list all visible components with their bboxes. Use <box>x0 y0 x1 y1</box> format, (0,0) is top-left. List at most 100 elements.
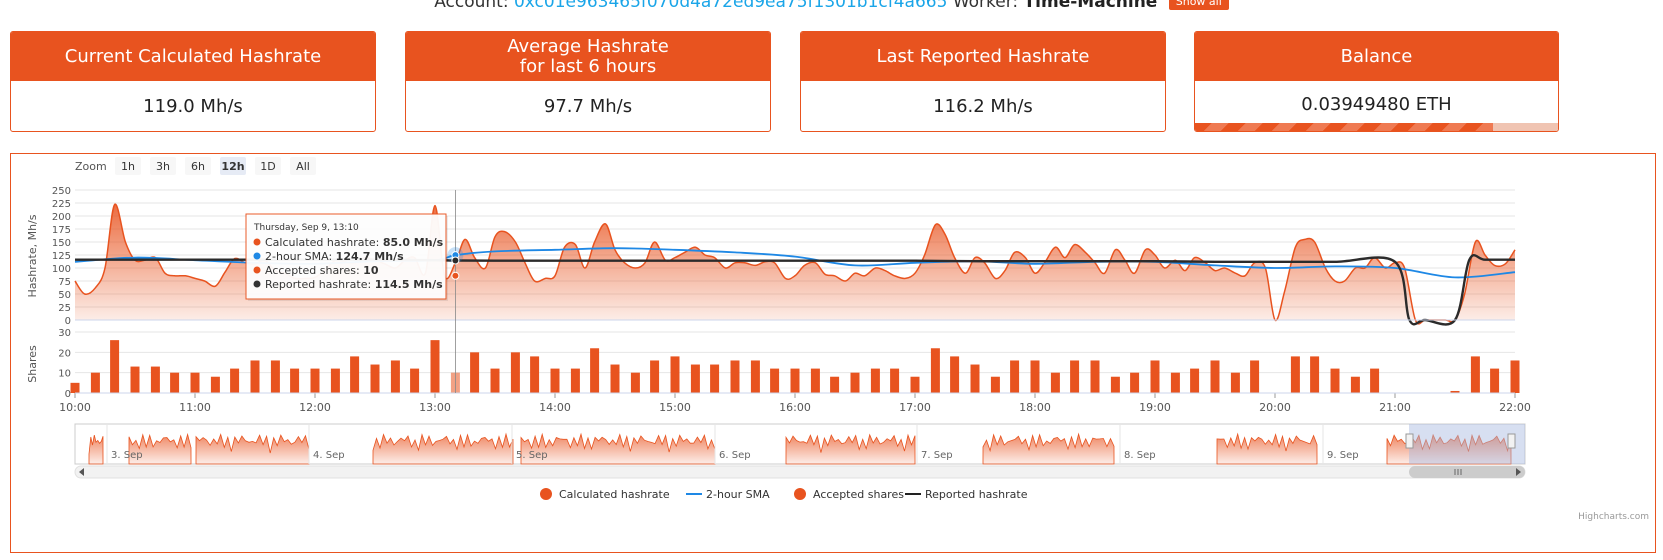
x-tick-label: 17:00 <box>899 401 931 414</box>
share-bar <box>230 368 240 393</box>
zoom-button-1h[interactable]: 1h <box>115 157 141 175</box>
tooltip-swatch <box>253 280 261 288</box>
zoom-button-label: 12h <box>221 160 244 173</box>
navigator-scrollbar-thumb[interactable] <box>1409 466 1525 478</box>
y-tick-label: 150 <box>52 238 71 249</box>
zoom-button-bg <box>150 157 176 175</box>
y-tick-label: 200 <box>52 212 71 223</box>
navigator-selection <box>1409 424 1525 464</box>
card-value: 119.0 Mh/s <box>143 95 243 117</box>
share-bar <box>550 368 560 393</box>
reported-hashrate-card: Last Reported Hashrate 116.2 Mh/s <box>800 31 1166 132</box>
y-tick-label: 30 <box>58 328 71 339</box>
share-bar <box>350 356 360 393</box>
y-tick-label: 0 <box>65 389 71 400</box>
share-bar <box>610 364 620 393</box>
share-bar <box>810 368 820 393</box>
card-title: Balance <box>1195 32 1558 81</box>
zoom-button-label: All <box>296 160 310 173</box>
scroll-right-arrow-icon[interactable] <box>1516 468 1521 476</box>
zoom-button-1D[interactable]: 1D <box>255 157 281 175</box>
card-value: 116.2 Mh/s <box>933 95 1033 117</box>
share-bar <box>1050 372 1060 393</box>
share-bar <box>910 376 920 393</box>
navigator-series-segment <box>520 432 716 465</box>
navigator-day-label: 5. Sep <box>516 450 548 461</box>
x-axis-ticks: 10:00 11:00 12:00 13:00 14:00 15:00 16:00 17:00… <box>59 319 1531 414</box>
zoom-button-bg <box>290 157 316 175</box>
navigator[interactable]: 3. Sep 4. Sep 5. Sep 6. Sep 7. Sep 8. Sep 9. S… <box>74 423 1526 479</box>
tooltip-swatch <box>253 238 261 246</box>
card-value: 0.03949480 ETH <box>1301 93 1452 115</box>
tooltip-row-label: Calculated hashrate: <box>265 236 383 249</box>
share-bar <box>1230 372 1240 393</box>
share-bar <box>1110 376 1120 393</box>
tooltip-row-label: Accepted shares: <box>265 264 363 277</box>
card-title: Last Reported Hashrate <box>801 32 1165 81</box>
scroll-left-arrow-icon[interactable] <box>79 468 84 476</box>
share-bar <box>1470 356 1480 393</box>
average-hashrate-card: Average Hashrate for last 6 hours 97.7 M… <box>405 31 771 132</box>
legend-item[interactable]: Accepted shares <box>794 488 904 501</box>
share-bar <box>770 368 780 393</box>
share-bar <box>70 382 80 393</box>
share-bar <box>750 360 760 393</box>
payout-progress-bar <box>1195 123 1558 131</box>
legend-dot-icon <box>794 488 806 500</box>
zoom-button-3h[interactable]: 3h <box>150 157 176 175</box>
share-bar <box>1150 360 1160 393</box>
navigator-handle[interactable] <box>1507 433 1516 449</box>
x-tick-label: 15:00 <box>659 401 691 414</box>
card-title: Current Calculated Hashrate <box>11 32 375 81</box>
y-tick-label: 0 <box>65 316 71 327</box>
zoom-button-6h[interactable]: 6h <box>185 157 211 175</box>
share-bar <box>530 356 540 393</box>
navigator-series-segment <box>372 432 514 465</box>
share-bar <box>1290 356 1300 393</box>
tooltip-row-value: 114.5 Mh/s <box>375 278 443 291</box>
navigator-handle[interactable] <box>1405 433 1414 449</box>
accepted-shares-series <box>70 340 1520 393</box>
zoom-button-bg <box>220 157 246 175</box>
shares-axis-label: Shares <box>26 345 39 383</box>
zoom-button-bg <box>185 157 211 175</box>
tooltip-swatch <box>253 266 261 274</box>
navigator-day-label: 7. Sep <box>921 450 953 461</box>
share-bar <box>510 352 520 393</box>
x-tick-label: 12:00 <box>299 401 331 414</box>
zoom-button-All[interactable]: All <box>290 157 316 175</box>
share-bar <box>790 368 800 393</box>
x-tick-label: 10:00 <box>59 401 91 414</box>
share-bar <box>1350 376 1360 393</box>
share-bar <box>710 364 720 393</box>
show-all-button[interactable]: Show all <box>1168 0 1229 10</box>
zoom-button-12h[interactable]: 12h <box>220 157 246 175</box>
legend-item[interactable]: 2-hour SMA <box>686 488 770 501</box>
account-address-link[interactable]: 0xc01e963465f070d4a72ed9ea75f1301b1cf4a6… <box>513 0 948 12</box>
share-bar <box>90 372 100 393</box>
share-bar <box>310 368 320 393</box>
share-bar <box>630 372 640 393</box>
share-bar <box>330 368 340 393</box>
x-tick-label: 21:00 <box>1379 401 1411 414</box>
balance-card: Balance 0.03949480 ETH <box>1194 31 1559 132</box>
share-bar <box>1190 368 1200 393</box>
legend-item[interactable]: Reported hashrate <box>905 488 1028 501</box>
share-bar <box>890 368 900 393</box>
navigator-day-label: 9. Sep <box>1327 450 1359 461</box>
legend-item[interactable]: Calculated hashrate <box>540 488 670 501</box>
hashrate-y-ticks: 0 25 50 75 100 125 150 175 200 225 250 <box>52 186 71 327</box>
legend-label: Calculated hashrate <box>559 488 670 501</box>
zoom-button-bg <box>115 157 141 175</box>
shares-y-ticks: 0 10 20 30 <box>58 328 71 400</box>
x-tick-label: 19:00 <box>1139 401 1171 414</box>
account-label: Account: <box>434 0 509 12</box>
x-tick-label: 14:00 <box>539 401 571 414</box>
navigator-series-segment <box>88 435 104 465</box>
share-bar <box>970 364 980 393</box>
share-bar <box>930 348 940 393</box>
zoom-button-label: 3h <box>156 160 170 173</box>
share-bar <box>1490 368 1500 393</box>
zoom-button-label: 1D <box>260 160 275 173</box>
credits-link[interactable]: Highcharts.com <box>1578 512 1649 522</box>
